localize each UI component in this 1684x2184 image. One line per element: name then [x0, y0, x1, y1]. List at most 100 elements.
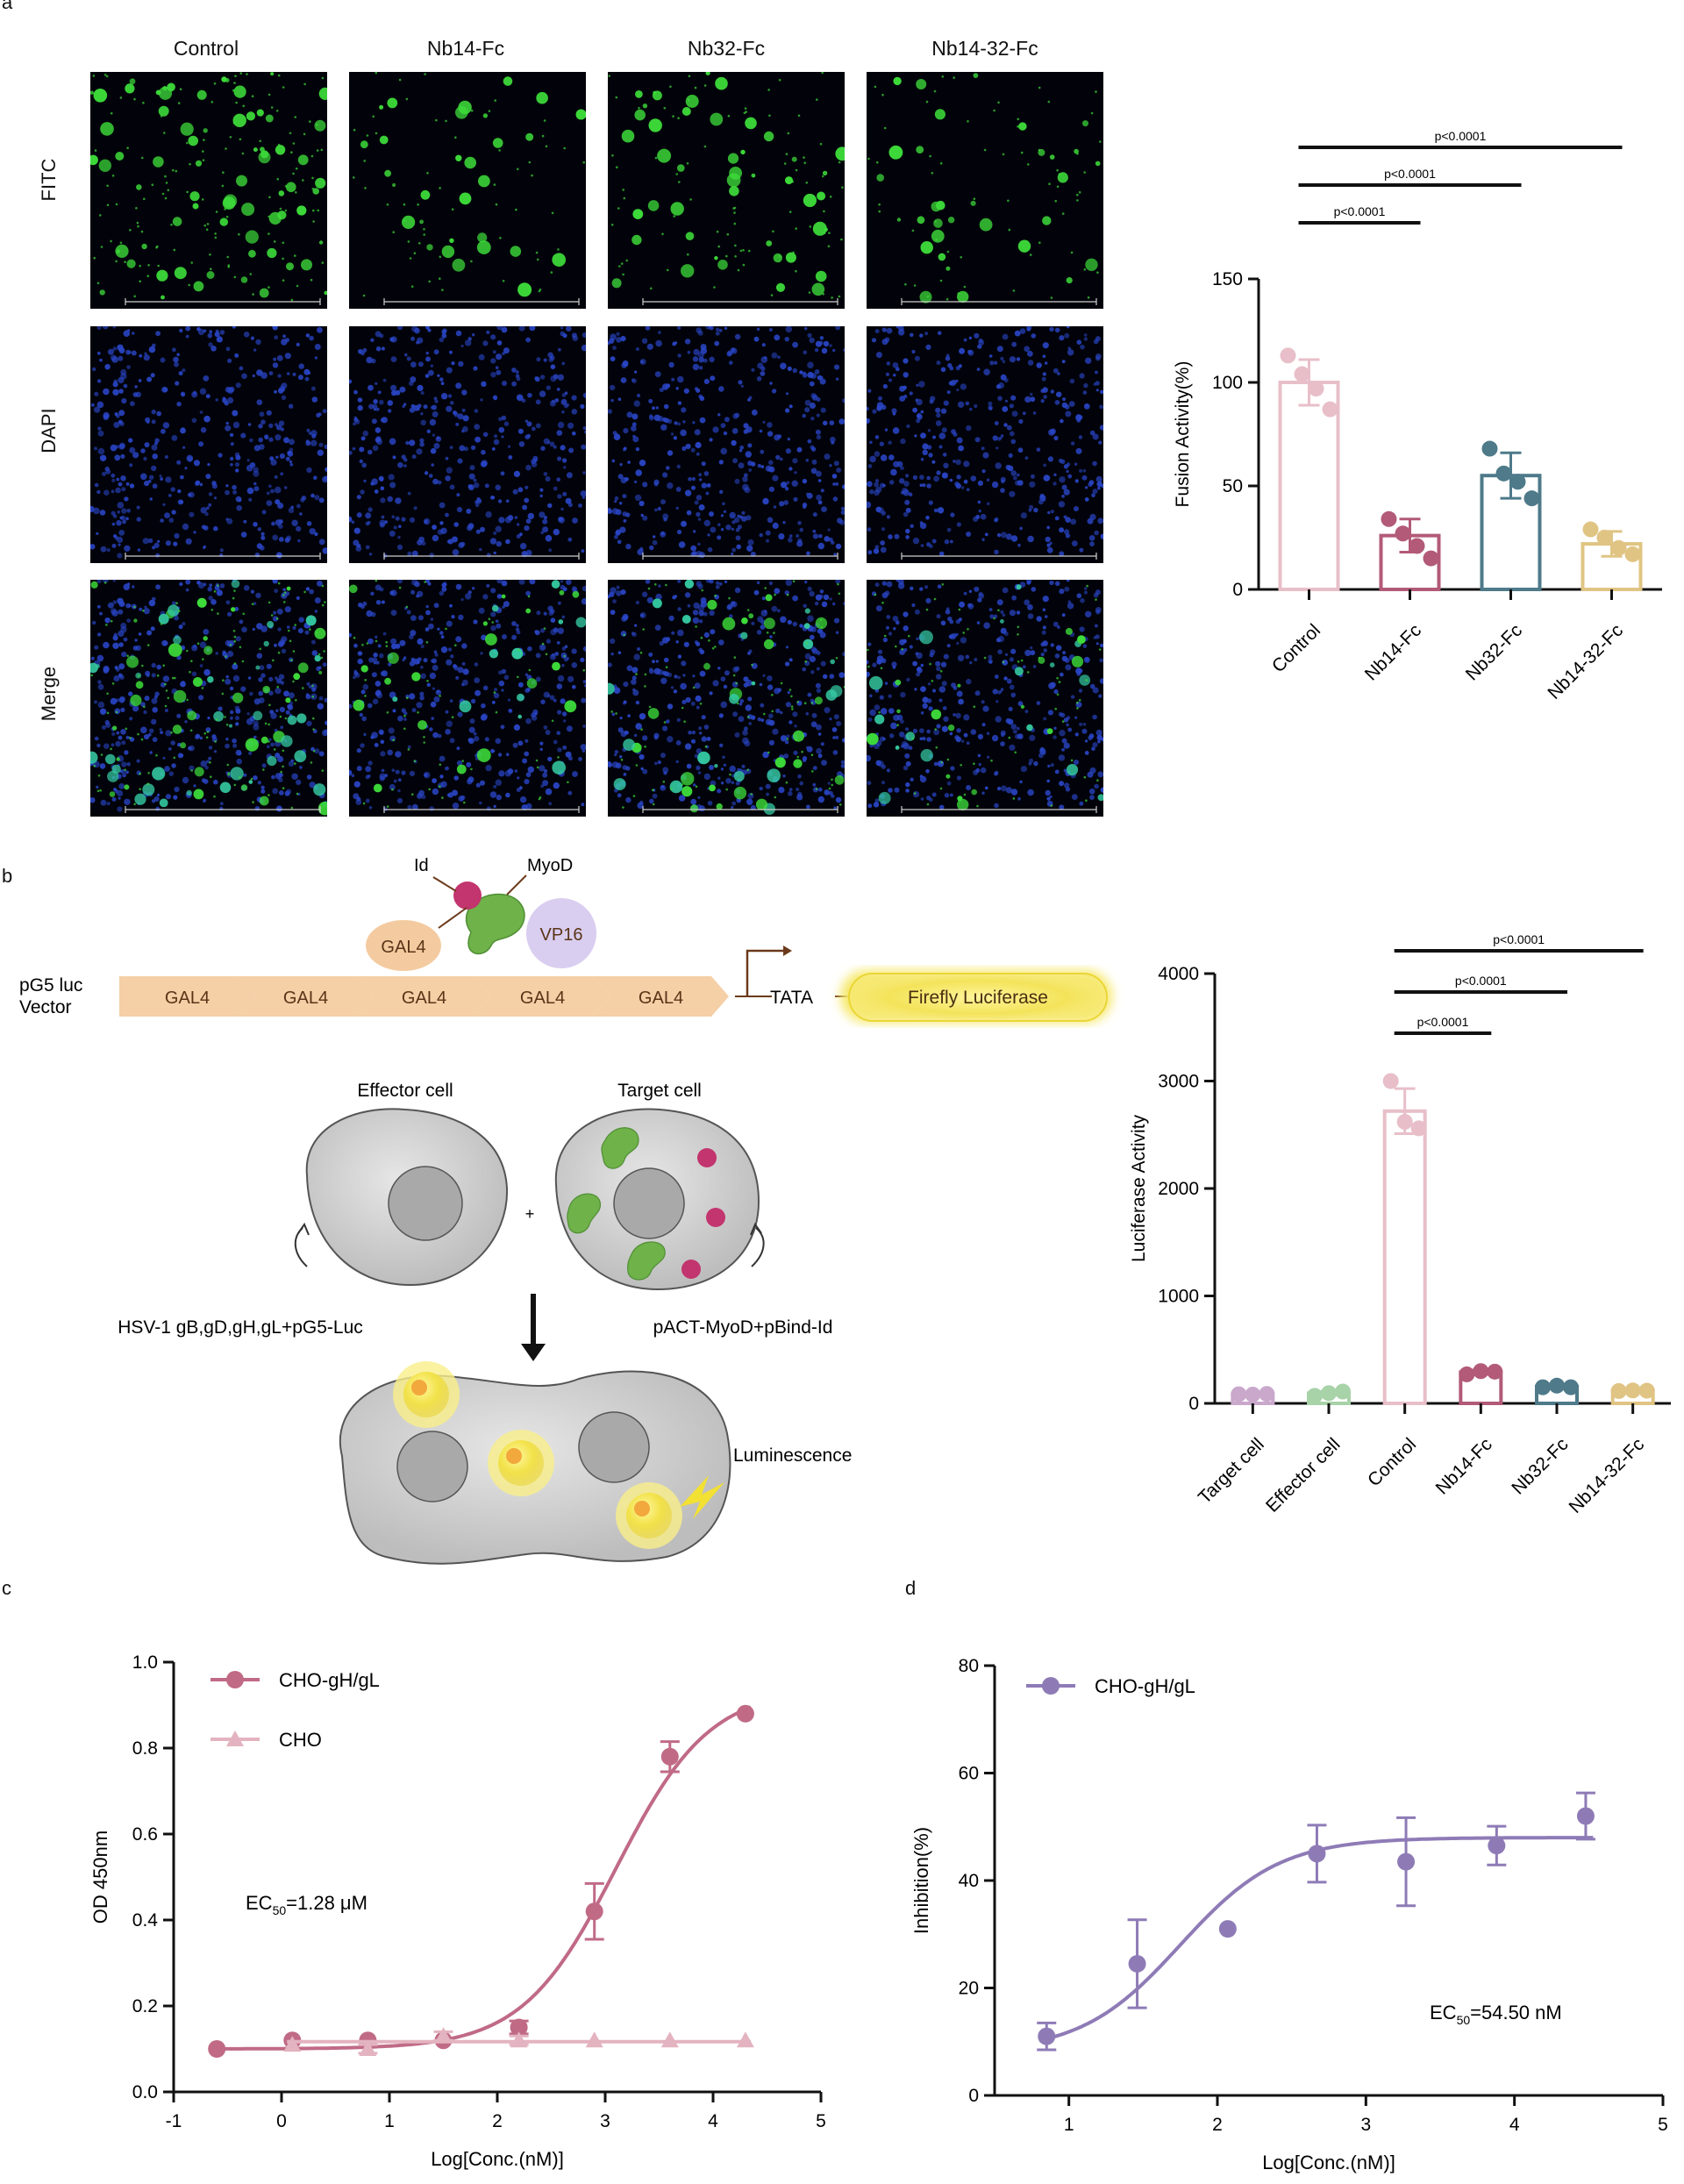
x-tick-label: 1: [1064, 2115, 1074, 2135]
data-point: [585, 1902, 603, 1921]
luminescence-label: Luminescence: [733, 1445, 852, 1466]
x-tick-label: 1: [384, 2111, 395, 2131]
data-point: [1410, 1120, 1427, 1137]
x-tick-label-6: Nb14-32-Fc: [1566, 1434, 1649, 1517]
gal4-site-label-1: GAL4: [165, 989, 210, 1008]
gal4-site-label-4: GAL4: [520, 989, 565, 1008]
micrograph-dapi-1: [90, 326, 327, 563]
fused-nucleus-2: [578, 1411, 650, 1483]
data-point: [1308, 381, 1324, 397]
ec50-annotation: EC50=1.28 μM: [246, 1892, 367, 1917]
panel-label-b: b: [2, 865, 13, 887]
data-point: [1487, 1363, 1503, 1380]
data-point: [1322, 401, 1338, 418]
target-myod-1: [601, 1127, 639, 1169]
y-tick-label: 60: [959, 1764, 979, 1784]
tata-label: TATA: [770, 988, 813, 1008]
target-curved-arrow-head: [750, 1222, 762, 1236]
significance-label-3: p<0.0001: [1435, 129, 1487, 143]
data-point: [434, 2027, 453, 2044]
plus-sign: +: [525, 1205, 535, 1223]
fusion-activity-chart: 0 50 100 150 Fusion Activity(%) Control Nb14-F…: [1173, 129, 1662, 703]
y-tick-label: 100: [1212, 373, 1243, 393]
y-tick-label: 4000: [1158, 964, 1199, 984]
data-point: [1596, 530, 1613, 546]
luciferase-activity-chart: 0 1000 2000 3000 4000 Luciferase Activity Targ…: [1129, 932, 1671, 1517]
gal4-protein-label: GAL4: [381, 938, 425, 957]
data-point: [1218, 1920, 1237, 1938]
target-id-1: [697, 1148, 717, 1167]
significance-label-2: p<0.0001: [1384, 167, 1436, 181]
significance-label-2: p<0.0001: [1455, 974, 1507, 988]
data-point: [585, 2031, 603, 2048]
data-point: [208, 2040, 226, 2058]
micrograph-fitc-1: [90, 72, 327, 309]
data-point: [736, 1704, 754, 1723]
panel-label-c: c: [2, 1577, 11, 1599]
x-tick-label: 5: [1658, 2115, 1668, 2135]
x-tick-label-3: Control: [1364, 1434, 1420, 1490]
luminescent-ball-1: [403, 1372, 449, 1417]
data-point: [1473, 1363, 1489, 1380]
promoter-arrow: [746, 949, 785, 996]
panel-label-a: a: [2, 0, 13, 13]
myod-pointer: [506, 874, 527, 896]
fit-curve-1: [211, 1705, 752, 2051]
fusion-arrow-head: [521, 1344, 546, 1361]
promoter-arrow-head: [783, 946, 792, 956]
micrograph-fitc-4: [867, 72, 1103, 309]
y-tick-label: 0.8: [132, 1738, 158, 1759]
myod-label: MyoD: [527, 856, 573, 875]
vector-label-2: Vector: [19, 997, 72, 1017]
data-point: [1582, 521, 1599, 538]
data-point: [1381, 510, 1397, 527]
x-tick-label: 3: [600, 2111, 610, 2131]
data-point: [660, 1747, 679, 1766]
y-tick-label: 0.4: [132, 1910, 159, 1931]
data-point: [1624, 1382, 1641, 1399]
significance-label-3: p<0.0001: [1493, 932, 1545, 946]
x-tick-label: 2: [1212, 2115, 1223, 2135]
x-tick-label-2: Nb14-Fc: [1361, 620, 1425, 684]
data-point: [283, 2036, 302, 2052]
y-tick-label: 20: [959, 1979, 979, 1999]
gal4-site-4: [475, 976, 610, 1017]
y-tick-label: 50: [1223, 476, 1243, 496]
data-point: [510, 2018, 528, 2037]
micrograph-fitc-3: [608, 72, 845, 309]
luminescent-core-2: [506, 1448, 522, 1464]
luminescent-core-3: [634, 1501, 650, 1517]
data-point: [1423, 550, 1439, 567]
y-tick-label: 80: [959, 1656, 979, 1676]
micrograph-fitc-2: [349, 72, 586, 309]
x-tick-label: 2: [492, 2111, 503, 2131]
micrograph-merge-3: [608, 580, 845, 817]
data-point: [1523, 490, 1540, 507]
y-tick-label: 0: [1188, 1394, 1199, 1414]
y-tick-label: 1000: [1158, 1287, 1199, 1307]
data-point: [1294, 366, 1310, 382]
data-point: [1481, 440, 1498, 457]
od450-binding-curve: 0.0 0.2 0.4 0.6 0.8 1.0 -1 0 1 2 3 4 5 Log[Conc.(nM)]…: [89, 1652, 826, 2170]
data-point: [1459, 1366, 1475, 1382]
gal4-site-label-2: GAL4: [283, 989, 328, 1008]
x-tick-label: -1: [166, 2111, 182, 2131]
firefly-luciferase-box: [848, 973, 1108, 1022]
data-point: [1610, 539, 1627, 556]
x-tick-label-1: Control: [1268, 620, 1324, 676]
data-point: [1624, 546, 1641, 562]
legend-marker-1: [1042, 1677, 1060, 1695]
data-point: [660, 2031, 679, 2048]
legend-marker-1: [226, 1671, 244, 1688]
y-tick-label: 0: [968, 2086, 979, 2106]
significance-label-1: p<0.0001: [1334, 204, 1386, 218]
x-tick-label-4: Nb14-Fc: [1432, 1434, 1496, 1498]
data-point: [1509, 474, 1526, 490]
y-tick-label: 150: [1212, 269, 1243, 289]
data-point: [1488, 1837, 1506, 1855]
luminescent-core-1: [411, 1380, 427, 1395]
y-tick-label: 40: [959, 1871, 979, 1891]
row-title-fitc: FITC: [38, 158, 60, 202]
y-axis-label: OD 450nm: [89, 1831, 111, 1923]
data-point: [1321, 1385, 1337, 1402]
